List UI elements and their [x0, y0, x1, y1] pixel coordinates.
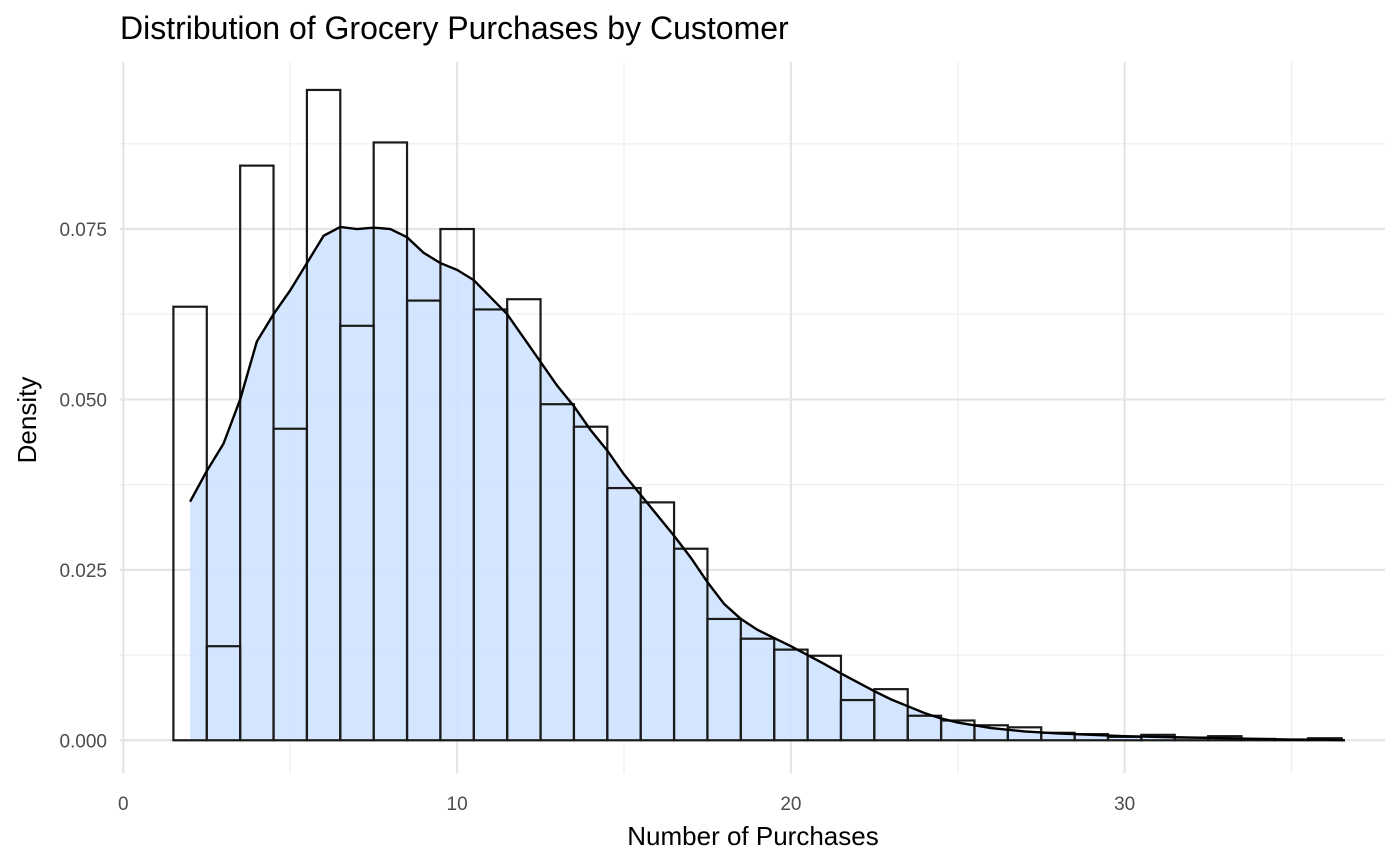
x-tick-label: 20 [780, 794, 801, 815]
histogram-bars [172, 88, 1343, 742]
y-axis-title: Density [12, 377, 42, 464]
histogram-bar [806, 654, 843, 742]
x-tick-label: 0 [118, 794, 129, 815]
chart-title: Distribution of Grocery Purchases by Cus… [120, 10, 789, 46]
x-tick-label: 10 [447, 794, 468, 815]
y-tick-label: 0.025 [59, 561, 107, 582]
histogram-bar [172, 305, 208, 742]
density-curve [189, 225, 1345, 742]
y-axis-ticks: 0.000 0.025 0.050 0.075 [59, 220, 107, 752]
y-tick-label: 0.000 [59, 731, 107, 752]
density-area [190, 226, 1345, 741]
y-tick-label: 0.050 [59, 390, 107, 411]
y-tick-label: 0.075 [59, 220, 107, 241]
x-axis-ticks: 0 10 20 30 [118, 794, 1135, 815]
x-axis-title: Number of Purchases [627, 821, 878, 851]
x-tick-label: 30 [1114, 794, 1135, 815]
